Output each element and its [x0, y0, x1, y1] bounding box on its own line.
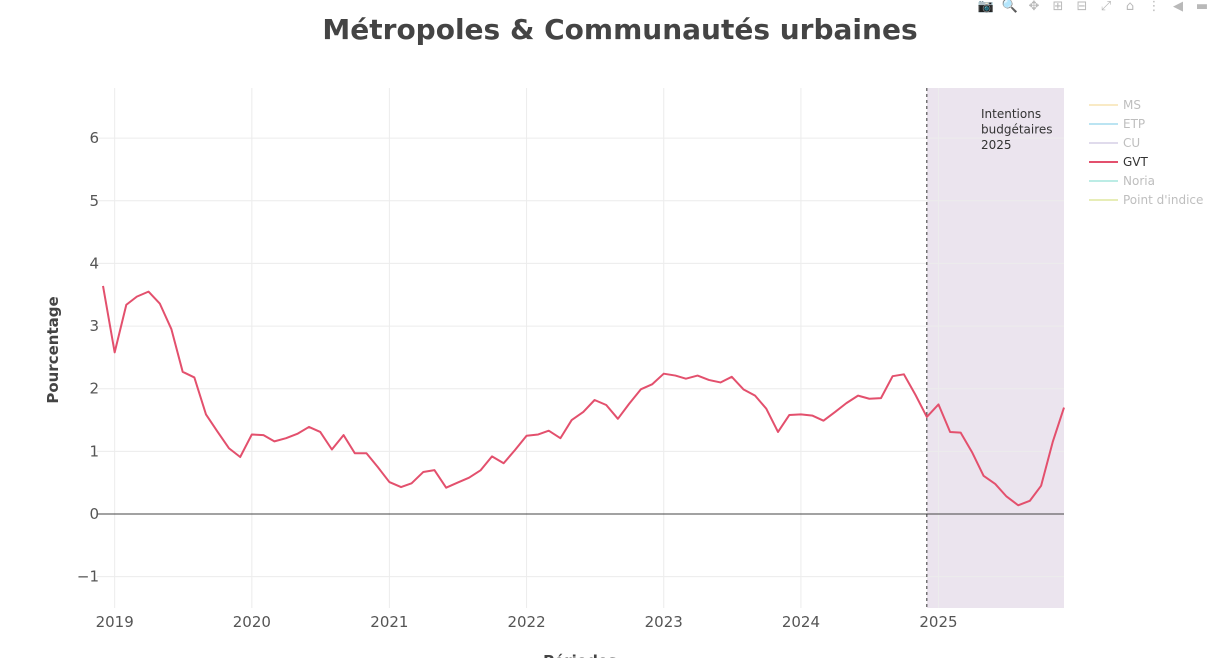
legend-label: GVT — [1123, 155, 1149, 169]
legend-label: Point d'indice — [1123, 193, 1203, 207]
pan-icon[interactable]: ✥ — [1028, 0, 1040, 14]
x-tick-label: 2019 — [96, 613, 134, 631]
x-tick-label: 2020 — [233, 613, 271, 631]
chart-toolbar: 📷 🔍 ✥ ⊞ ⊟ ⤢ ⌂ ⋮ ◀ ▬ — [976, 0, 1212, 14]
legend-item-etp[interactable]: ETP — [1089, 117, 1145, 131]
autoscale-icon[interactable]: ⤢ — [1100, 0, 1112, 14]
annotation-line-text: budgétaires — [981, 123, 1053, 137]
y-tick-label: −1 — [77, 568, 99, 586]
projection-band — [926, 88, 1064, 608]
y-tick-label: 5 — [89, 192, 99, 210]
legend-item-gvt[interactable]: GVT — [1089, 155, 1149, 169]
x-tick-label: 2024 — [782, 613, 820, 631]
legend-label: Noria — [1123, 174, 1155, 188]
reset-axes-icon[interactable]: ⌂ — [1125, 0, 1135, 14]
legend-item-noria[interactable]: Noria — [1089, 174, 1155, 188]
y-axis-label: Pourcentage — [44, 296, 62, 403]
y-tick-label: 2 — [89, 380, 99, 398]
legend-item-ms[interactable]: MS — [1089, 98, 1141, 112]
annotation-text: Intentions budgétaires 2025 — [981, 107, 1053, 152]
annotation-line-text: 2025 — [981, 138, 1012, 152]
x-tick-label: 2025 — [919, 613, 957, 631]
y-tick-label: 4 — [89, 254, 99, 272]
y-tick-label: 1 — [89, 442, 99, 460]
hover-closest-icon[interactable]: ◀ — [1173, 0, 1183, 14]
y-tick-label: 6 — [89, 129, 99, 147]
series-line-gvt — [102, 285, 1065, 507]
spike-lines-icon[interactable]: ⋮ — [1147, 0, 1161, 14]
y-tick-label: 0 — [89, 505, 99, 523]
zoom-in-icon[interactable]: ⊞ — [1052, 0, 1064, 14]
y-tick-label: 3 — [89, 317, 99, 335]
x-tick-label: 2023 — [645, 613, 683, 631]
hover-compare-icon[interactable]: ▬ — [1195, 0, 1209, 14]
legend-item-cu[interactable]: CU — [1089, 136, 1140, 150]
chart-title: Métropoles & Communautés urbaines — [322, 13, 917, 46]
legend-label: ETP — [1123, 117, 1145, 131]
legend-label: MS — [1123, 98, 1141, 112]
x-axis-label: Périodes — [543, 652, 617, 658]
zoom-icon[interactable]: 🔍 — [1001, 0, 1019, 14]
annotation-line-text: Intentions — [981, 107, 1041, 121]
x-tick-label: 2021 — [370, 613, 408, 631]
x-tick-label: 2022 — [507, 613, 545, 631]
legend-item-point-d-indice[interactable]: Point d'indice — [1089, 193, 1203, 207]
zoom-out-icon[interactable]: ⊟ — [1076, 0, 1088, 14]
legend-label: CU — [1123, 136, 1140, 150]
camera-icon[interactable]: 📷 — [977, 0, 995, 14]
